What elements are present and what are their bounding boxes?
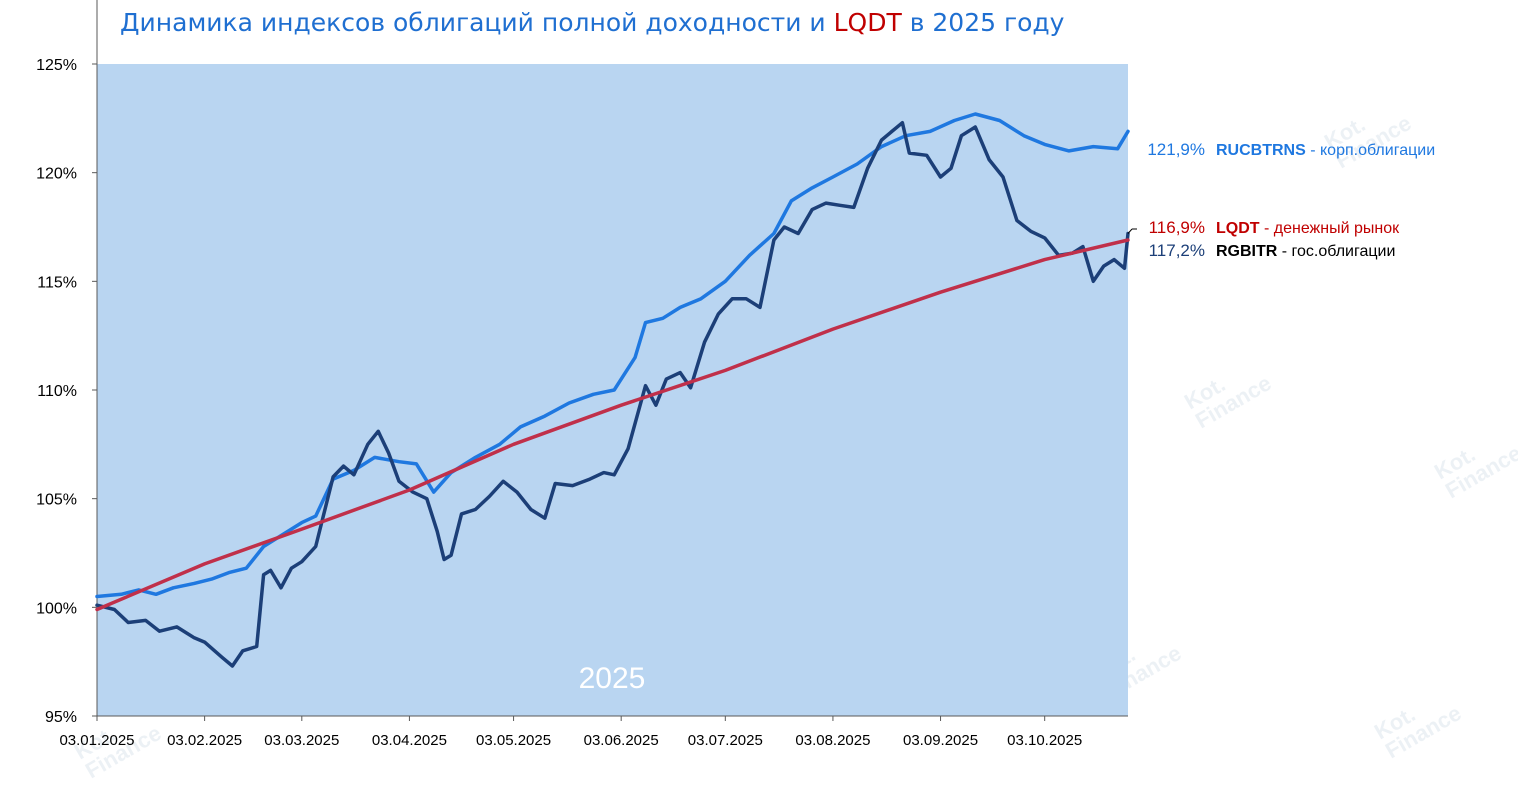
chart-title-suffix: в 2025 году (902, 8, 1065, 37)
x-tick-label: 03.06.2025 (584, 732, 659, 749)
watermark-text: Kot.Finance (1320, 91, 1416, 173)
chart-title-highlight: LQDT (834, 8, 903, 37)
series-line-rucbtrns (95, 112, 1130, 599)
x-tick-label: 03.09.2025 (903, 732, 978, 749)
series-name: LQDT (1216, 220, 1260, 237)
series-legend-lqdt: LQDT - денежный рынок (1216, 220, 1400, 237)
y-tick-label: 125% (36, 57, 77, 74)
axes: 95% 100% 105% 110% 115% 120% 125% 03.01.2025 03.… (36, 0, 1128, 749)
series-description: корп.облигации (1320, 142, 1435, 159)
series-name: RGBITR (1216, 243, 1278, 260)
x-tick-label: 03.01.2025 (59, 732, 134, 749)
series-legend-rgbitr: RGBITR - гос.облигации (1216, 243, 1395, 260)
y-tick-label: 95% (45, 709, 77, 726)
end-value-label-rucbtrns: 121,9% (1147, 140, 1205, 159)
x-tick-label: 03.02.2025 (167, 732, 242, 749)
y-tick-label: 100% (36, 600, 77, 617)
watermark-text: Kot.Finance (1370, 681, 1466, 763)
series-name: RUCBTRNS (1216, 142, 1306, 159)
series-description: денежный рынок (1274, 220, 1400, 237)
series-end-labels: 121,9% RUCBTRNS - корп.облигации 116,9% LQD… (1127, 140, 1435, 260)
series-legend-rucbtrns: RUCBTRNS - корп.облигации (1216, 142, 1435, 159)
series-lines (95, 112, 1130, 668)
y-tick-label: 105% (36, 492, 77, 509)
watermark-text: Kot.Finance (1180, 351, 1276, 433)
year-label: 2025 (579, 662, 646, 695)
x-tick-label: 03.10.2025 (1007, 732, 1082, 749)
x-tick-label: 03.08.2025 (795, 732, 870, 749)
x-tick-label: 03.07.2025 (688, 732, 763, 749)
y-tick-label: 110% (37, 383, 77, 400)
label-connector (1127, 228, 1133, 234)
x-tick-label: 03.05.2025 (476, 732, 551, 749)
series-description: гос.облигации (1292, 243, 1396, 260)
y-tick-label: 120% (36, 166, 77, 183)
chart-title: Динамика индексов облигаций полной доход… (120, 8, 1065, 37)
chart-title-main: Динамика индексов облигаций полной доход… (120, 8, 834, 37)
end-value-label-lqdt: 116,9% (1149, 218, 1205, 237)
end-value-label-rgbitr: 117,2% (1149, 241, 1205, 260)
x-tick-label: 03.03.2025 (264, 732, 339, 749)
x-tick-label: 03.04.2025 (372, 732, 447, 749)
y-tick-label: 115% (37, 274, 77, 291)
series-line-rgbitr (95, 120, 1130, 668)
watermark-text: Kot.Finance (1430, 421, 1518, 503)
series-line-lqdt (95, 238, 1130, 612)
